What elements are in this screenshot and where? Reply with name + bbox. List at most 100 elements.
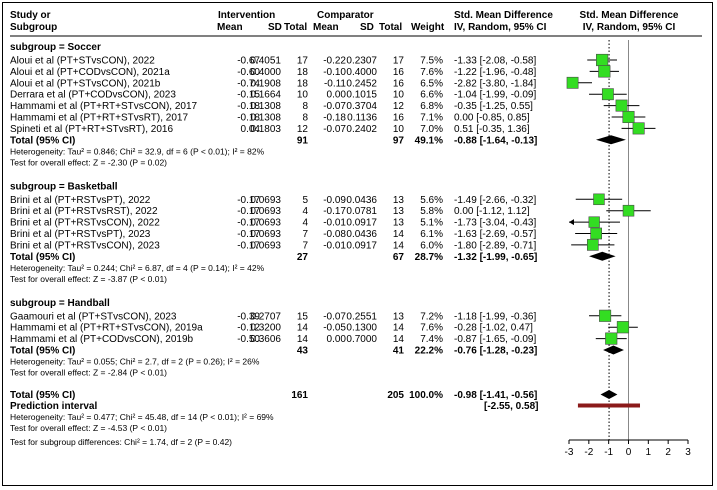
subgroup-total-label: Total (95% CI) [10,346,75,357]
overall-total-intervention: 161 [291,390,308,401]
overall-total-label: Total (95% CI) [10,390,75,401]
study-effect-box [622,110,635,124]
study-name: Spineti et al (PT+RT+STvsRT), 2016 [10,124,173,135]
study-weight: 7.6% [420,67,443,78]
study-weight: 7.0% [420,124,443,135]
prediction-interval-label: Prediction interval [10,401,97,412]
header-smd-line2: IV, Random, 95% CI [454,22,547,33]
intervention-mean: -0.17 [237,218,260,229]
study-effect-box [588,216,600,228]
study-weight: 7.6% [420,323,443,334]
intervention-mean: -0.50 [237,334,260,345]
study-name: Aloui et al (PT+STvsCON), 2022 [10,56,155,67]
header-mean-comparator: Mean [313,22,339,33]
study-name: Aloui et al (PT+STvsCON), 2021b [10,78,161,89]
intervention-sd: 0.2707 [250,311,281,322]
intervention-total: 17 [297,56,309,67]
comparator-sd: 0.4000 [346,67,377,78]
subgroup-differences-test: Test for subgroup differences: Chi² = 1.… [10,437,232,447]
subgroup-diamond [589,251,616,261]
study-ci: -1.22 [-1.96, -0.48] [454,67,536,78]
comparator-sd: 0.2452 [346,78,377,89]
header-study-line2: Subgroup [10,22,57,33]
comparator-total: 10 [393,90,405,101]
comparator-sd: 0.1300 [346,323,377,334]
comparator-mean: 0.00 [327,334,347,345]
comparator-sd: 0.0917 [346,218,377,229]
study-ci: -1.49 [-2.66, -0.32] [454,195,536,206]
study-ci: -0.28 [-1.02, 0.47] [454,323,533,334]
comparator-sd: 0.1136 [347,113,377,124]
overall-total-ci: -0.98 [-1.41, -0.56] [454,390,537,401]
comparator-mean: -0.22 [323,56,346,67]
comparator-sd: 0.2551 [346,311,377,322]
comparator-sd: 0.0436 [346,195,377,206]
subgroup-total-intervention: 27 [297,252,309,263]
comparator-sd: 0.3704 [346,101,377,112]
header-sd-comparator: SD [360,22,374,33]
x-tick-label: 0 [626,447,632,458]
overall-diamond [600,390,618,399]
comparator-mean: 0.00 [327,90,347,101]
intervention-mean: -0.15 [237,90,260,101]
intervention-total: 7 [302,229,308,240]
study-name: Aloui et al (PT+CODvsCON), 2021a [10,67,170,78]
study-ci: -2.82 [-3.80, -1.84] [454,78,536,89]
intervention-sd: 0.1908 [250,78,281,89]
study-name: Brini et al (PT+RSTvsCON), 2022 [10,218,160,229]
comparator-sd: 0.0781 [346,206,377,217]
study-ci: -0.35 [-1.25, 0.55] [454,101,533,112]
comparator-sd: 0.1015 [346,90,377,101]
study-weight: 6.1% [420,229,443,240]
subgroup-total-intervention: 91 [297,135,309,146]
study-name: Brini et al (PT+RSTvsPT), 2022 [10,195,151,206]
subgroup-total-ci: -0.88 [-1.64, -0.13] [454,135,537,146]
header-comparator: Comparator [317,10,374,21]
comparator-total: 16 [393,78,405,89]
study-name: Hammami et al (PT+RT+STvsRT), 2017 [10,113,188,124]
comparator-total: 17 [393,56,405,67]
comparator-mean: -0.11 [324,78,346,89]
header-study-line1: Study or [10,10,51,21]
study-ci: -0.87 [-1.65, -0.09] [454,334,536,345]
intervention-total: 5 [302,195,308,206]
x-tick-label: -1 [604,447,613,458]
subgroup-header: subgroup = Handball [10,298,110,309]
study-effect-box [590,227,603,240]
comparator-total: 14 [393,323,405,334]
study-ci: 0.00 [-0.85, 0.85] [454,113,530,124]
header-smd-line1: Std. Mean Difference [454,10,553,21]
study-weight: 5.8% [420,206,443,217]
subgroup-heterogeneity: Heterogeneity: Tau² = 0.055; Chi² = 2.7,… [10,357,260,367]
study-effect-box [615,99,628,112]
prediction-interval-bar [577,403,641,408]
study-effect-box [616,321,630,334]
intervention-sd: 0.1664 [250,90,281,101]
overall-heterogeneity: Heterogeneity: Tau² = 0.477; Chi² = 45.4… [10,412,274,422]
prediction-interval-ci: [-2.55, 0.58] [484,401,538,412]
header-intervention: Intervention [218,10,275,21]
subgroup-total-label: Total (95% CI) [10,252,75,263]
table-rows: subgroup = Soccer Aloui et al (PT+STvsCON… [10,42,538,447]
subgroup-overall-test: Test for overall effect: Z = -3.87 (P < … [10,274,167,284]
study-ci: -1.63 [-2.69, -0.57] [454,229,536,240]
subgroup-total-ci: -1.32 [-1.99, -0.65] [454,252,537,263]
comparator-sd: 0.7000 [346,334,377,345]
study-weight: 6.5% [420,78,443,89]
subgroup-total-intervention: 43 [297,346,309,357]
subgroup-overall-test: Test for overall effect: Z = -2.84 (P < … [10,368,167,378]
study-weight: 6.0% [420,240,443,251]
comparator-mean: -0.09 [323,195,346,206]
forest-plot-frame [2,2,713,486]
x-tick-label: 3 [685,447,691,458]
comparator-mean: -0.17 [323,206,346,217]
comparator-total: 16 [393,113,405,124]
intervention-mean: -0.17 [237,195,260,206]
study-effect-box [632,122,645,135]
comparator-mean: -0.07 [323,101,346,112]
comparator-total: 16 [393,67,405,78]
subgroup-total-comparator: 41 [393,346,405,357]
study-weight: 5.6% [420,195,443,206]
intervention-sd: 0.1803 [250,124,281,135]
